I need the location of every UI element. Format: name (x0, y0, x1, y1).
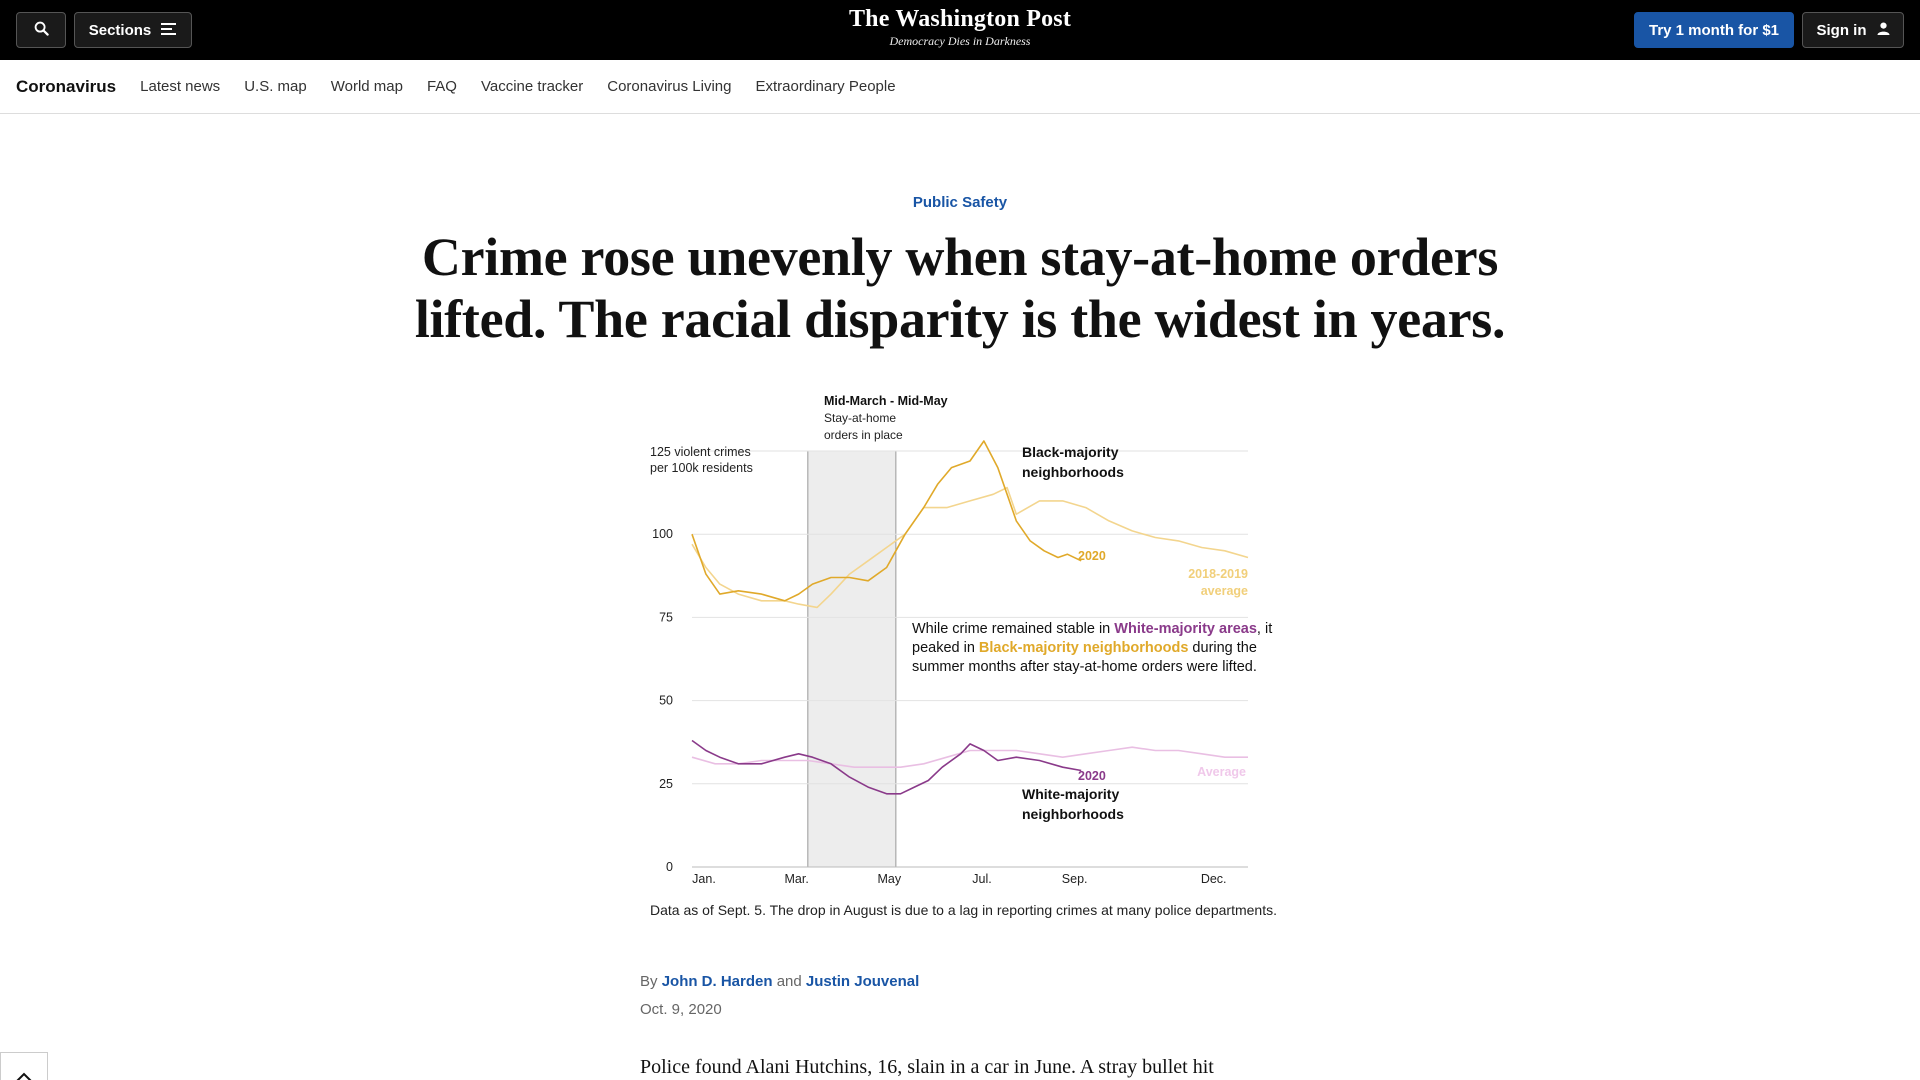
sign-in-button[interactable]: Sign in (1802, 12, 1904, 48)
y-axis-label-1: 125 violent crimes (650, 445, 751, 459)
annotation-white: White-majority areas (1114, 621, 1257, 637)
headline-line-2: lifted. The racial disparity is the wide… (414, 289, 1506, 349)
label-white-2: neighborhoods (1022, 806, 1124, 822)
x-tick-label: Jan. (692, 872, 716, 886)
label-black-avg-1: 2018-2019 (1188, 567, 1248, 581)
chevron-up-icon (16, 1069, 32, 1080)
x-tick-labels: Jan. Mar. May Jul. Sep. Dec. (692, 872, 1226, 886)
y-tick-label: 75 (659, 610, 673, 624)
x-tick-label: Sep. (1062, 872, 1088, 886)
y-tick-label: 100 (652, 527, 673, 541)
search-button[interactable] (16, 12, 66, 48)
search-icon (34, 21, 49, 40)
nav-item-us-map[interactable]: U.S. map (244, 78, 307, 95)
nav-item-world-map[interactable]: World map (330, 78, 403, 95)
y-axis-label-2: per 100k residents (650, 461, 753, 475)
black-2020-line (691, 440, 1082, 602)
menu-icon (161, 22, 177, 39)
byline-and: and (776, 973, 802, 990)
label-black-avg-2: average (1201, 584, 1248, 598)
grid-lines (692, 450, 1248, 868)
article-kicker[interactable]: Public Safety (912, 194, 1008, 211)
section-nav: Coronavirus Latest news U.S. map World m… (0, 60, 1920, 114)
sign-in-label: Sign in (1816, 21, 1867, 39)
label-white-2020: 2020 (1078, 769, 1106, 783)
subscribe-button[interactable]: Try 1 month for $1 (1634, 12, 1794, 48)
author-link-2[interactable]: Justin Jouvenal (805, 973, 920, 990)
nav-item-latest-news[interactable]: Latest news (140, 78, 221, 95)
label-black-2: neighborhoods (1022, 464, 1124, 480)
back-to-top-button[interactable] (0, 1052, 48, 1080)
shade-title: Mid-March - Mid-May (824, 394, 948, 408)
user-icon (1877, 22, 1890, 39)
byline: By John D. Harden and Justin Jouvenal (640, 973, 919, 990)
headline-line-1: Crime rose unevenly when stay-at-home or… (421, 227, 1499, 287)
nav-item-vaccine-tracker[interactable]: Vaccine tracker (480, 78, 584, 95)
x-tick-label: Dec. (1201, 872, 1227, 886)
author-link-1[interactable]: John D. Harden (661, 973, 773, 990)
shade-note-2: orders in place (824, 428, 903, 442)
crime-chart: 0 25 50 75 100 Jan. Mar. May Jul. Sep. Dec. 125 v… (640, 388, 1280, 888)
stay-at-home-shade (807, 451, 896, 867)
publish-date: Oct. 9, 2020 (640, 1001, 722, 1018)
byline-prefix: By (640, 973, 658, 990)
nav-item-coronavirus-living[interactable]: Coronavirus Living (607, 78, 732, 95)
x-tick-label: May (878, 872, 902, 886)
shade-note-1: Stay-at-home (824, 411, 896, 425)
nav-item-faq[interactable]: FAQ (426, 78, 457, 95)
annotation-part-1: While crime remained stable in (912, 621, 1115, 637)
site-logo[interactable]: The Washington Post Democracy Dies in Da… (0, 6, 1920, 49)
white-2020-line (691, 739, 1082, 795)
x-tick-label: Jul. (972, 872, 991, 886)
black-average-line (691, 486, 1249, 609)
article-body-first-line: Police found Alani Hutchins, 16, slain i… (640, 1056, 1214, 1078)
article-headline: Crime rose unevenly when stay-at-home or… (360, 226, 1560, 350)
white-average-line (691, 746, 1248, 769)
label-black-1: Black-majority (1022, 444, 1119, 460)
annotation-black: Black-majority neighborhoods (978, 640, 1189, 656)
series-lines (691, 440, 1249, 795)
nav-item-extraordinary-people[interactable]: Extraordinary People (755, 78, 896, 95)
label-white-1: White-majority (1022, 786, 1119, 802)
y-tick-label: 25 (659, 777, 673, 791)
annotation-part-2: , it peaked in (912, 621, 1273, 656)
logo-tagline: Democracy Dies in Darkness (889, 34, 1031, 48)
sections-label: Sections (88, 21, 152, 39)
sections-button[interactable]: Sections (74, 12, 192, 48)
annotation-part-3: during the summer months after stay-at-h… (912, 640, 1257, 675)
chart-caption: Data as of Sept. 5. The drop in August i… (650, 902, 1277, 918)
y-tick-label: 0 (666, 860, 673, 874)
logo-title: The Washington Post (848, 6, 1072, 32)
x-tick-label: Mar. (785, 872, 809, 886)
label-white-average: Average (1197, 765, 1246, 779)
y-tick-labels: 0 25 50 75 100 (652, 527, 673, 874)
chart-svg: 0 25 50 75 100 Jan. Mar. May Jul. Sep. Dec. 125 v… (650, 394, 1249, 886)
chart-annotation: While crime remained stable in White-maj… (912, 620, 1282, 677)
nav-coronavirus-home[interactable]: Coronavirus (16, 76, 117, 96)
label-black-2020: 2020 (1078, 549, 1106, 563)
top-bar: Sections The Washington Post Democracy D… (0, 0, 1920, 60)
y-tick-label: 50 (659, 694, 673, 708)
